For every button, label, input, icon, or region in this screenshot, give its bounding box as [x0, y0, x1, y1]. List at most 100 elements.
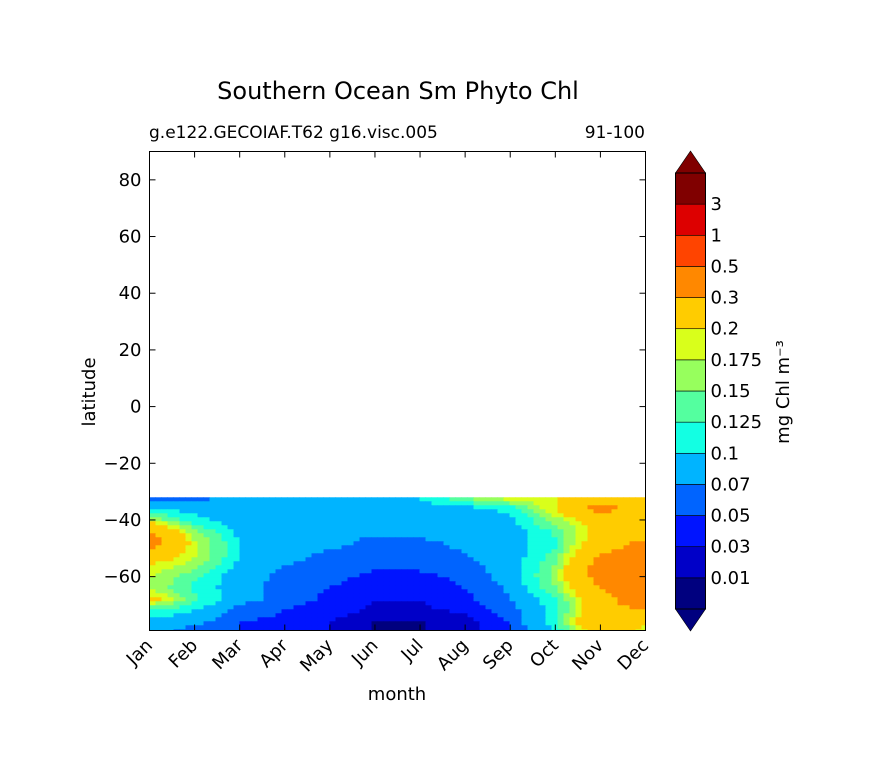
heatmap-cell [419, 581, 426, 586]
heatmap-cell [425, 601, 432, 606]
heatmap-cell [563, 565, 570, 570]
heatmap-cell [191, 557, 198, 562]
heatmap-cell [293, 573, 300, 578]
heatmap-cell [467, 609, 474, 614]
heatmap-cell [485, 609, 492, 614]
heatmap-cell [479, 609, 486, 614]
heatmap-cell [461, 533, 468, 538]
heatmap-cell [509, 537, 516, 542]
heatmap-cell [155, 509, 162, 514]
colorbar-swatch [675, 359, 706, 392]
heatmap-cell [545, 545, 552, 550]
heatmap-cell [419, 605, 426, 610]
heatmap-cell [305, 601, 312, 606]
heatmap-cell [257, 553, 264, 558]
heatmap-cell [389, 597, 396, 602]
heatmap-cell [377, 525, 384, 530]
heatmap-cell [335, 553, 342, 558]
heatmap-cell [203, 585, 210, 590]
heatmap-cell [461, 561, 468, 566]
heatmap-cell [593, 505, 600, 510]
heatmap-cell [359, 529, 366, 534]
heatmap-cell [167, 561, 174, 566]
heatmap-cell [539, 501, 546, 506]
heatmap-cell [155, 537, 162, 542]
heatmap-cell [365, 497, 372, 502]
heatmap-cell [479, 525, 486, 530]
heatmap-cell [155, 585, 162, 590]
heatmap-cell [509, 593, 516, 598]
heatmap-cell [443, 557, 450, 562]
heatmap-cell [611, 557, 618, 562]
heatmap-cell [173, 533, 180, 538]
x-tick-label: Jul [397, 635, 428, 666]
heatmap-cell [533, 561, 540, 566]
heatmap-cell [341, 593, 348, 598]
heatmap-cell [353, 593, 360, 598]
heatmap-cell [503, 521, 510, 526]
heatmap-cell [461, 605, 468, 610]
heatmap-cell [575, 561, 582, 566]
heatmap-cell [179, 529, 186, 534]
heatmap-cell [203, 593, 210, 598]
heatmap-cell [569, 625, 576, 630]
heatmap-cell [341, 513, 348, 518]
heatmap-cell [587, 549, 594, 554]
heatmap-cell [329, 537, 336, 542]
heatmap-cell [197, 529, 204, 534]
heatmap-cell [317, 509, 324, 514]
colorbar-tick-label: 0.125 [711, 412, 763, 433]
heatmap-cell [305, 509, 312, 514]
heatmap-cell [629, 541, 636, 546]
heatmap-cell [173, 565, 180, 570]
heatmap-cell [209, 625, 216, 630]
heatmap-cell [173, 541, 180, 546]
heatmap-cell [203, 609, 210, 614]
heatmap-cell [611, 525, 618, 530]
heatmap-cell [605, 537, 612, 542]
heatmap-cell [587, 501, 594, 506]
heatmap-cell [569, 613, 576, 618]
heatmap-cell [641, 497, 646, 502]
heatmap-cell [275, 561, 282, 566]
heatmap-cell [401, 613, 408, 618]
heatmap-cell [155, 577, 162, 582]
heatmap-cell [347, 521, 354, 526]
heatmap-cell [275, 573, 282, 578]
heatmap-cell [563, 517, 570, 522]
heatmap-cell [317, 577, 324, 582]
heatmap-cell [389, 545, 396, 550]
heatmap-cell [293, 509, 300, 514]
heatmap-cell [521, 581, 528, 586]
heatmap-cell [437, 601, 444, 606]
heatmap-cell [497, 609, 504, 614]
heatmap-cell [425, 509, 432, 514]
heatmap-cell [587, 497, 594, 502]
heatmap-cell [419, 597, 426, 602]
heatmap-cell [365, 597, 372, 602]
heatmap-cell [641, 613, 646, 618]
heatmap-cell [473, 529, 480, 534]
heatmap-cell [389, 589, 396, 594]
heatmap-cell [617, 589, 624, 594]
heatmap-cell [311, 565, 318, 570]
heatmap-cell [251, 497, 258, 502]
heatmap-cell [581, 573, 588, 578]
heatmap-cell [353, 589, 360, 594]
heatmap-cell [221, 533, 228, 538]
heatmap-cell [545, 553, 552, 558]
heatmap-cell [551, 497, 558, 502]
heatmap-cell [623, 573, 630, 578]
heatmap-cell [623, 625, 630, 630]
heatmap-cell [305, 517, 312, 522]
heatmap-cell [311, 593, 318, 598]
heatmap-cell [233, 569, 240, 574]
heatmap-cell [179, 569, 186, 574]
heatmap-cell [323, 577, 330, 582]
heatmap-cell [587, 509, 594, 514]
heatmap-cell [341, 537, 348, 542]
heatmap-cell [617, 533, 624, 538]
heatmap-cell [509, 541, 516, 546]
heatmap-cell [353, 525, 360, 530]
heatmap-cell [629, 597, 636, 602]
